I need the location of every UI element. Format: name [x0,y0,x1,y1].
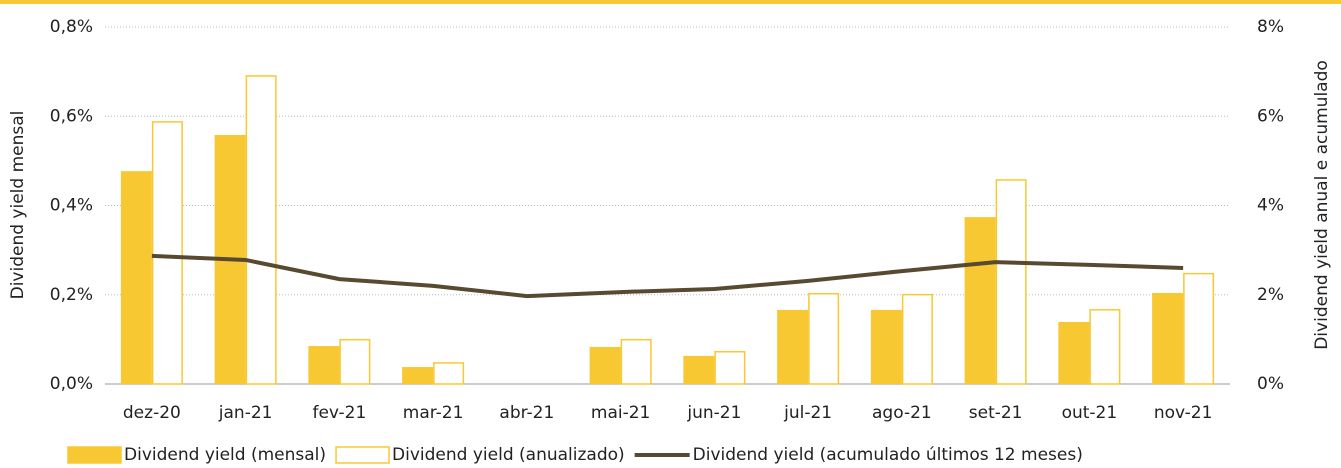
x-tick-label: fev-21 [312,403,366,423]
legend-label: Dividend yield (acumulado últimos 12 mes… [693,445,1083,465]
bar [901,293,933,385]
y-tick-label: 0,8% [50,17,93,37]
bar [1058,321,1090,384]
y2-tick-label: 4% [1257,196,1284,216]
bar [620,338,652,385]
bar [777,309,809,384]
bar [714,350,746,385]
x-tick-label: jul-21 [783,403,832,423]
bar [683,355,715,384]
x-tick-label: mai-21 [591,403,650,423]
x-tick-label: jun-21 [686,403,741,423]
x-tick-label: set-21 [969,403,1023,423]
bar [1089,309,1121,385]
bar [433,362,465,385]
x-tick-label: nov-21 [1154,403,1213,423]
x-tick-label: abr-21 [499,403,554,423]
y2-tick-label: 2% [1257,285,1284,305]
y2-axis-title: Dividend yield anual e acumulado [1312,60,1332,350]
x-tick-label: jan-21 [218,403,273,423]
legend-swatch [67,446,122,464]
line [151,253,1184,299]
bar [151,121,183,385]
legend-label: Dividend yield (mensal) [124,445,326,465]
y2-tick-label: 6% [1257,106,1284,126]
bar [120,171,152,384]
bar [964,217,996,384]
bar [339,338,371,385]
y-tick-label: 0,0% [50,374,93,394]
y-tick-label: 0,2% [50,285,93,305]
bar [245,75,277,385]
y-tick-label: 0,6% [50,106,93,126]
top-border [0,0,1341,4]
x-tick-label: ago-21 [872,403,932,423]
y2-tick-label: 8% [1257,17,1284,37]
legend-swatch [335,446,390,464]
bar [402,367,434,384]
bar [870,309,902,384]
x-tick-label: mar-21 [403,403,464,423]
y-tick-label: 0,4% [50,196,93,216]
bar [1152,292,1184,384]
legend-label: Dividend yield (anualizado) [392,445,625,465]
x-tick-label: dez-20 [123,403,181,423]
y-axis-title: Dividend yield mensal [8,111,28,300]
bar [808,292,840,385]
bar [995,179,1027,385]
x-tick-label: out-21 [1062,403,1118,423]
bar [589,346,621,384]
bar [1183,272,1215,385]
y2-tick-label: 0% [1257,374,1284,394]
bar [308,346,340,384]
